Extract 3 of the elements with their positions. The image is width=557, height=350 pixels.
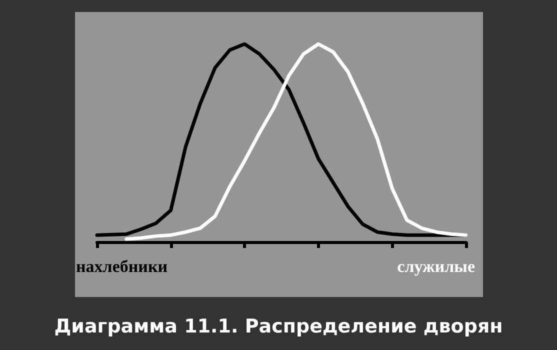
text: нахлебники	[76, 257, 168, 276]
text: Диаграмма 11.1. Распределение дворян	[54, 316, 503, 338]
text: служилые	[397, 257, 476, 276]
